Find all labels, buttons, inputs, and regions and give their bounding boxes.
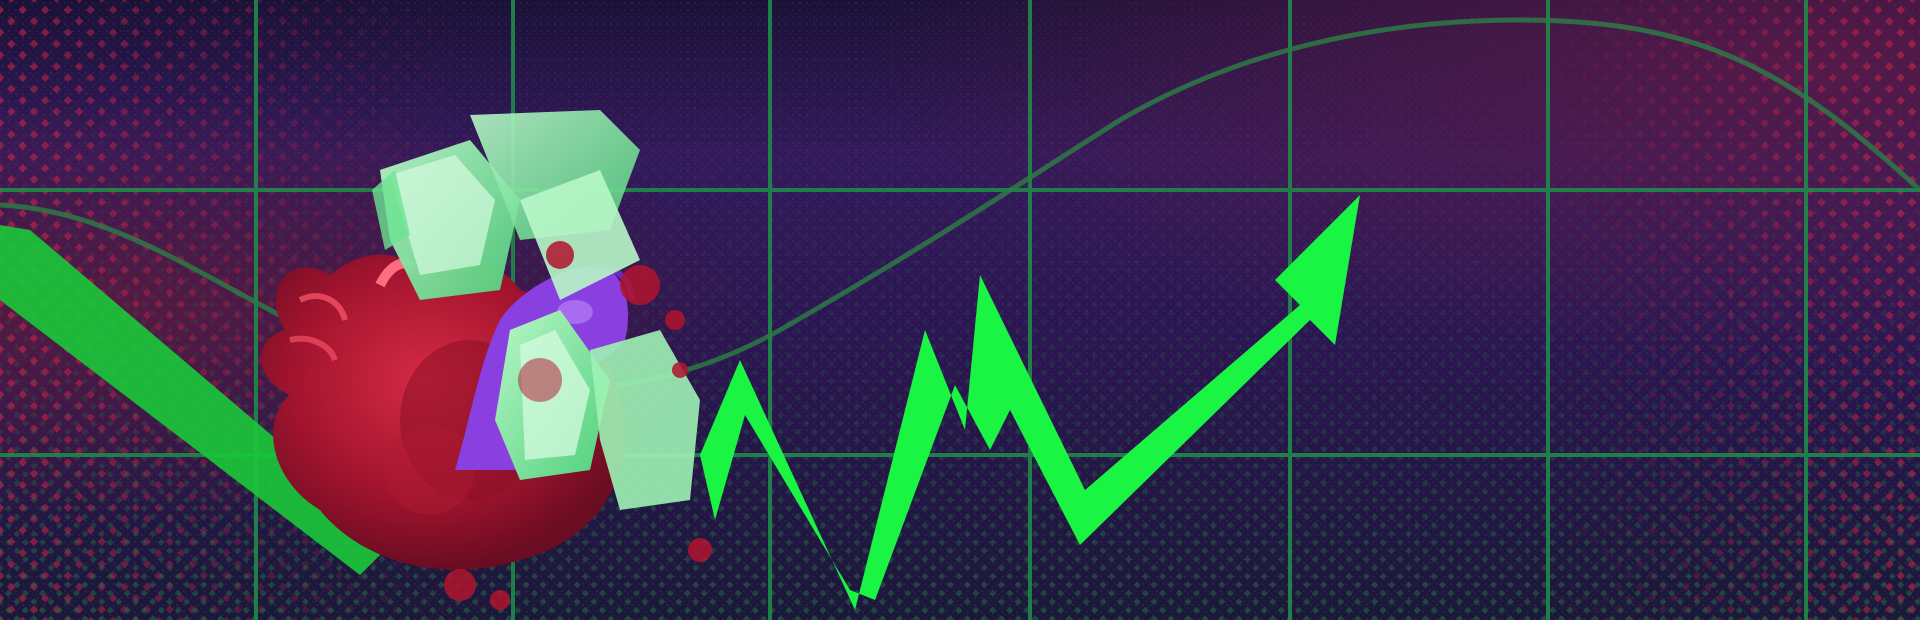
blood-splatter <box>444 241 712 610</box>
rising-arrow <box>700 195 1360 610</box>
cash-bundle <box>372 110 700 510</box>
